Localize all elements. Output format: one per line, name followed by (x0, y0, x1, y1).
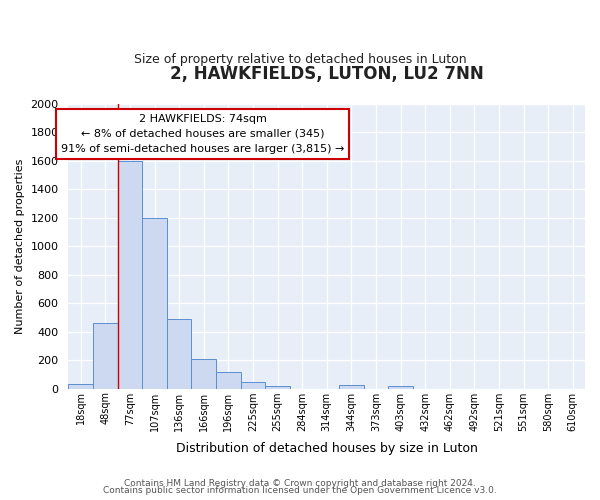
Text: 2 HAWKFIELDS: 74sqm
← 8% of detached houses are smaller (345)
91% of semi-detach: 2 HAWKFIELDS: 74sqm ← 8% of detached hou… (61, 114, 344, 154)
Text: Contains public sector information licensed under the Open Government Licence v3: Contains public sector information licen… (103, 486, 497, 495)
Text: Size of property relative to detached houses in Luton: Size of property relative to detached ho… (134, 52, 466, 66)
Y-axis label: Number of detached properties: Number of detached properties (15, 158, 25, 334)
Bar (388, 386, 413, 388)
Bar (339, 385, 364, 388)
Bar (241, 382, 265, 388)
Bar (142, 218, 167, 388)
Bar (167, 319, 191, 388)
Bar (68, 384, 93, 388)
Bar (265, 386, 290, 388)
Bar (118, 161, 142, 388)
Title: 2, HAWKFIELDS, LUTON, LU2 7NN: 2, HAWKFIELDS, LUTON, LU2 7NN (170, 65, 484, 83)
Bar (191, 358, 216, 388)
X-axis label: Distribution of detached houses by size in Luton: Distribution of detached houses by size … (176, 442, 478, 455)
Bar (216, 372, 241, 388)
Bar (93, 323, 118, 388)
Text: Contains HM Land Registry data © Crown copyright and database right 2024.: Contains HM Land Registry data © Crown c… (124, 478, 476, 488)
